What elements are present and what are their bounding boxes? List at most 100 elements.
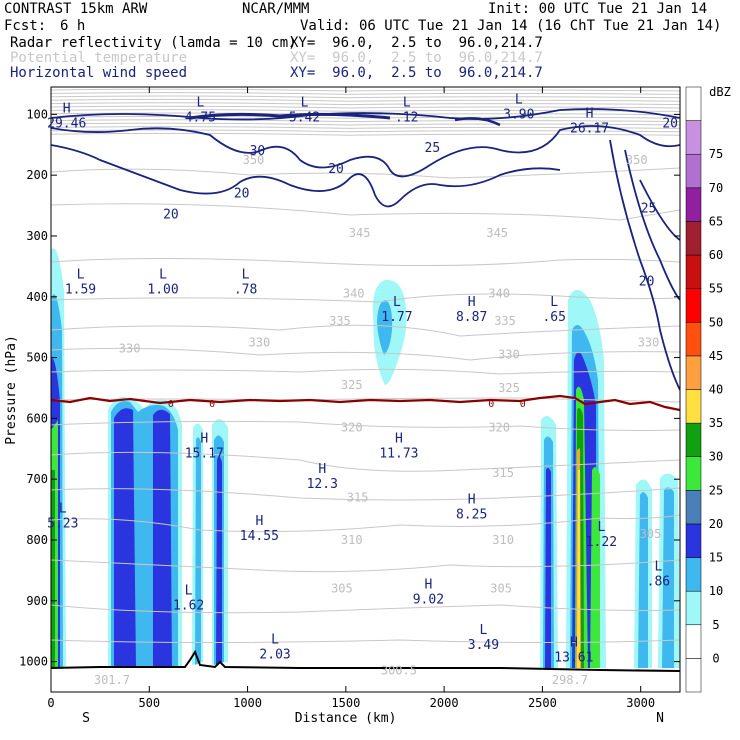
y-tick-label: 700 (26, 472, 48, 486)
theta-label: 305 (490, 582, 512, 596)
x-axis-label: Distance (km) (295, 711, 397, 726)
theta-label: 340 (488, 287, 510, 301)
cell-g-core (638, 492, 648, 668)
extremum-value: .12 (395, 110, 418, 125)
extremum-marker: L (185, 584, 193, 599)
colorbar-level: 70 (709, 181, 723, 195)
extremum-value: 8.87 (456, 310, 487, 325)
extremum-marker: L (654, 559, 662, 574)
colorbar-swatch (685, 86, 702, 121)
theta-strat-line (51, 115, 680, 119)
cell-left-dkgreen (51, 470, 55, 668)
extremum-value: 2.03 (259, 647, 290, 662)
extremum-marker: L (550, 295, 558, 310)
extremum-value: 9.02 (413, 593, 444, 608)
extremum-value: 1.00 (147, 283, 178, 298)
theta-label: 330 (119, 341, 141, 355)
field-reflectivity-xy: XY= 96.0, 2.5 to 96.0,214.7 (290, 35, 543, 51)
freezing-level-label: 0 (168, 399, 174, 410)
cell-b-core (195, 437, 201, 665)
y-tick-label: 800 (26, 533, 48, 547)
extremum-marker: L (196, 95, 204, 110)
theta-label: 350 (626, 153, 648, 167)
extremum-marker: L (59, 502, 67, 517)
freezing-level-line (51, 394, 680, 412)
field-theta-name: Potential temperature (10, 50, 188, 66)
colorbar-swatch (685, 590, 702, 626)
extremum-marker: H (395, 432, 403, 447)
cell-e-inner (545, 467, 551, 668)
theta-contours (51, 167, 680, 643)
y-tick-label: 300 (26, 229, 48, 243)
theta-label: 335 (494, 314, 516, 328)
theta-strat-line (51, 122, 680, 126)
theta-label: 315 (347, 490, 369, 504)
colorbar-swatch (685, 456, 702, 491)
theta-label: 330 (638, 335, 660, 349)
extremum-value: 1.77 (381, 310, 412, 325)
theta-label: 300.5 (381, 664, 417, 678)
theta-label: 310 (492, 533, 514, 547)
extremum-value: .65 (542, 310, 565, 325)
theta-strat-line (51, 109, 680, 112)
x-tick-label: 2500 (528, 696, 557, 710)
extremum-marker: H (63, 102, 71, 117)
cell-f-right-green (590, 466, 600, 668)
y-tick-label: 1000 (19, 655, 48, 669)
theta-strat-line (51, 132, 680, 136)
axes: 0 500 1000 1500 2000 2500 30001002003004005006… (4, 87, 680, 726)
colorbar-swatch (685, 254, 702, 289)
colorbar-level: 50 (709, 315, 723, 329)
extremum-marker: L (242, 268, 250, 283)
cell-f-yellow (577, 470, 580, 668)
theta-label: 330 (249, 335, 271, 349)
theta-label: 298.7 (552, 673, 588, 687)
extremum-value: 13.61 (554, 650, 593, 665)
wind-label: 25 (641, 202, 657, 217)
theta-label: 350 (243, 153, 265, 167)
colorbar-level: 75 (709, 147, 723, 161)
extremum-value: 12.3 (307, 477, 338, 492)
freezing-level-label: 0 (209, 399, 215, 410)
wind-contours (51, 108, 680, 391)
extremum-value: 5.23 (47, 517, 78, 532)
terrain-line (51, 649, 680, 672)
y-tick-label: 900 (26, 594, 48, 608)
theta-strat-line (51, 98, 680, 102)
colorbar-level: 5 (712, 618, 719, 632)
extremum-marker: H (318, 462, 326, 477)
theta-label: 325 (498, 381, 520, 395)
x-tick-label: 1000 (233, 696, 262, 710)
colorbar: 0 5 10 15 20 25 30 35 40 45 50 55 60 65 70 75 dBZ (685, 85, 731, 693)
colorbar-level: 45 (709, 349, 723, 363)
y-tick-label: 600 (26, 411, 48, 425)
extremum-marker: L (597, 520, 605, 535)
theta-strat-line (51, 129, 680, 133)
extremum-marker: L (515, 92, 523, 107)
extremum-value: .78 (234, 283, 257, 298)
colorbar-swatch (685, 422, 702, 457)
field-theta-xy: XY= 96.0, 2.5 to 96.0,214.7 (290, 50, 543, 66)
colorbar-level: 35 (709, 416, 723, 430)
extremum-value: 11.73 (379, 447, 418, 462)
y-axis-label: Pressure (hPa) (4, 335, 19, 445)
x-tick-label: 1500 (331, 696, 360, 710)
theta-strat-line (51, 102, 680, 106)
colorbar-level: 20 (709, 517, 723, 531)
theta-strat-line (51, 119, 680, 123)
colorbar-level: 65 (709, 214, 723, 228)
extremum-value: 8.25 (456, 508, 487, 523)
wind-label: 20 (662, 116, 678, 131)
center-title: NCAR/MMM (242, 1, 310, 17)
extremum-value: 26.17 (570, 121, 609, 136)
extremum-value: 3.49 (468, 638, 499, 653)
extremum-marker: L (159, 268, 167, 283)
reflectivity-cells (51, 248, 680, 669)
wind-label: 20 (639, 275, 655, 290)
colorbar-level: 40 (709, 383, 723, 397)
colorbar-swatch (685, 624, 702, 659)
init-time: Init: 00 UTC Tue 21 Jan 14 (488, 1, 708, 17)
extremum-marker: L (393, 295, 401, 310)
colorbar-level: 30 (709, 450, 723, 464)
theta-strat-line (51, 105, 680, 109)
